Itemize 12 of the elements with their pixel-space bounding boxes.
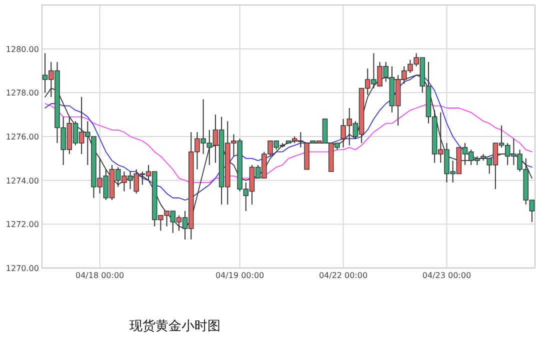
y-tick-label: 1272.00 xyxy=(6,220,39,230)
x-tick-label: 04/19 00:00 xyxy=(215,271,264,280)
y-tick-label: 1270.00 xyxy=(6,264,39,273)
y-tick-label: 1274.00 xyxy=(6,176,39,186)
y-tick-label: 1280.00 xyxy=(6,44,39,54)
text: 现货黄金小时图 xyxy=(130,319,220,334)
x-tick-label: 04/22 00:00 xyxy=(318,271,368,280)
y-tick-label: 1276.00 xyxy=(6,132,39,142)
x-tick-label: 04/23 00:00 xyxy=(422,271,472,280)
x-tick-label: 04/18 00:00 xyxy=(75,271,124,280)
y-tick-label: 1278.00 xyxy=(6,88,39,98)
line-series xyxy=(44,103,532,183)
